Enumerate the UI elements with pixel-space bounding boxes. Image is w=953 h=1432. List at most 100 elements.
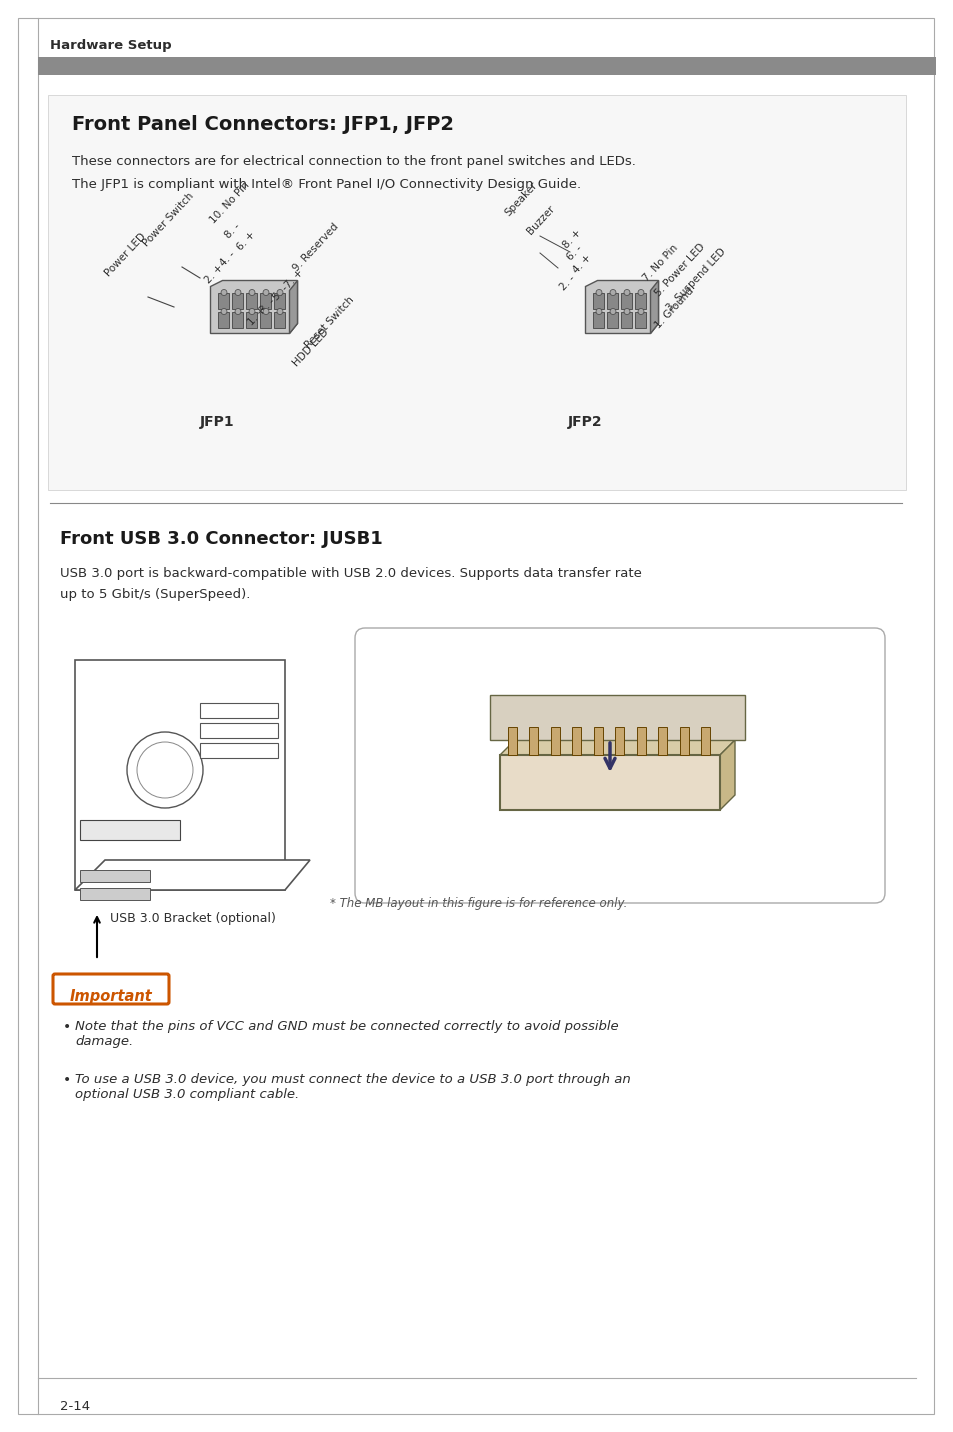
Circle shape: [596, 289, 601, 295]
Polygon shape: [499, 740, 734, 755]
Circle shape: [609, 289, 616, 295]
Text: USB 3.0 port is backward-compatible with USB 2.0 devices. Supports data transfer: USB 3.0 port is backward-compatible with…: [60, 567, 641, 580]
Bar: [607, 312, 618, 328]
Text: 8. -: 8. -: [222, 221, 241, 241]
Bar: [620, 292, 632, 308]
Text: 7. +: 7. +: [282, 268, 305, 291]
Bar: [200, 743, 277, 758]
Text: 3. -: 3. -: [257, 296, 276, 315]
Bar: [593, 292, 604, 308]
Text: Buzzer: Buzzer: [524, 203, 556, 236]
Polygon shape: [289, 281, 297, 334]
Text: •: •: [63, 1073, 71, 1087]
Text: 4. +: 4. +: [570, 252, 593, 275]
Text: 4. -: 4. -: [217, 249, 236, 268]
Bar: [615, 727, 623, 755]
Circle shape: [609, 308, 616, 315]
Bar: [80, 888, 150, 899]
Circle shape: [263, 308, 269, 315]
Circle shape: [249, 289, 254, 295]
Text: These connectors are for electrical connection to the front panel switches and L: These connectors are for electrical conn…: [71, 155, 636, 168]
Bar: [233, 292, 243, 308]
FancyBboxPatch shape: [355, 629, 884, 904]
Text: Power Switch: Power Switch: [140, 190, 195, 248]
Text: JFP1: JFP1: [200, 415, 234, 430]
Polygon shape: [211, 281, 297, 334]
Bar: [679, 727, 688, 755]
Text: 10. No Pin: 10. No Pin: [208, 179, 251, 225]
Bar: [620, 312, 632, 328]
Bar: [551, 727, 559, 755]
Text: 2-14: 2-14: [60, 1400, 90, 1413]
Circle shape: [638, 289, 643, 295]
Bar: [274, 292, 285, 308]
Circle shape: [221, 308, 227, 315]
Text: The JFP1 is compliant with Intel® Front Panel I/O Connectivity Design Guide.: The JFP1 is compliant with Intel® Front …: [71, 178, 580, 190]
Text: 1. +: 1. +: [246, 304, 268, 326]
Bar: [274, 312, 285, 328]
Text: Important: Important: [70, 990, 152, 1004]
Bar: [490, 695, 744, 740]
Bar: [260, 312, 272, 328]
Text: 6. -: 6. -: [564, 243, 583, 262]
Bar: [635, 292, 646, 308]
Text: To use a USB 3.0 device, you must connect the device to a USB 3.0 port through a: To use a USB 3.0 device, you must connec…: [75, 1073, 630, 1101]
Bar: [75, 660, 285, 891]
Text: Front USB 3.0 Connector: JUSB1: Front USB 3.0 Connector: JUSB1: [60, 530, 382, 548]
Text: * The MB layout in this figure is for reference only.: * The MB layout in this figure is for re…: [330, 896, 627, 909]
Text: Speaker: Speaker: [502, 180, 538, 218]
Text: 7. No Pin: 7. No Pin: [640, 242, 679, 284]
Bar: [80, 871, 150, 882]
FancyBboxPatch shape: [53, 974, 169, 1004]
Text: up to 5 Gbit/s (SuperSpeed).: up to 5 Gbit/s (SuperSpeed).: [60, 589, 250, 601]
Text: 6. +: 6. +: [234, 229, 256, 252]
Circle shape: [137, 742, 193, 798]
Polygon shape: [650, 281, 658, 334]
Bar: [529, 727, 537, 755]
Text: 2. +: 2. +: [202, 262, 225, 285]
Bar: [700, 727, 710, 755]
Text: 8. +: 8. +: [560, 228, 582, 251]
Circle shape: [638, 308, 643, 315]
Text: 5. Power LED: 5. Power LED: [652, 241, 706, 298]
Text: 9. Reserved: 9. Reserved: [291, 221, 339, 274]
Circle shape: [127, 732, 203, 808]
Text: HDD LED: HDD LED: [291, 326, 330, 368]
Text: 3. Suspend LED: 3. Suspend LED: [664, 246, 727, 314]
Bar: [200, 703, 277, 717]
Circle shape: [263, 289, 269, 295]
Bar: [507, 727, 517, 755]
Polygon shape: [720, 740, 734, 811]
Circle shape: [221, 289, 227, 295]
Polygon shape: [75, 861, 310, 891]
Bar: [594, 727, 602, 755]
Text: 1. Ground: 1. Ground: [652, 285, 695, 329]
Bar: [637, 727, 645, 755]
Text: Power LED: Power LED: [103, 231, 148, 278]
Text: Reset Switch: Reset Switch: [302, 294, 355, 349]
Polygon shape: [585, 281, 658, 334]
Bar: [246, 292, 257, 308]
Circle shape: [596, 308, 601, 315]
Bar: [233, 312, 243, 328]
Circle shape: [234, 308, 241, 315]
Circle shape: [276, 289, 283, 295]
Bar: [200, 723, 277, 737]
Bar: [80, 821, 180, 841]
Bar: [38, 57, 935, 74]
Text: Note that the pins of VCC and GND must be connected correctly to avoid possible
: Note that the pins of VCC and GND must b…: [75, 1020, 618, 1048]
Bar: [246, 312, 257, 328]
Circle shape: [276, 308, 283, 315]
Circle shape: [623, 308, 629, 315]
Bar: [607, 292, 618, 308]
Bar: [218, 312, 230, 328]
Circle shape: [234, 289, 241, 295]
Text: 2. -: 2. -: [558, 272, 576, 292]
Bar: [572, 727, 580, 755]
Text: USB 3.0 Bracket (optional): USB 3.0 Bracket (optional): [110, 912, 275, 925]
Bar: [635, 312, 646, 328]
Text: 5. -: 5. -: [271, 282, 290, 302]
Text: Front Panel Connectors: JFP1, JFP2: Front Panel Connectors: JFP1, JFP2: [71, 115, 454, 135]
Bar: [593, 312, 604, 328]
Bar: [218, 292, 230, 308]
